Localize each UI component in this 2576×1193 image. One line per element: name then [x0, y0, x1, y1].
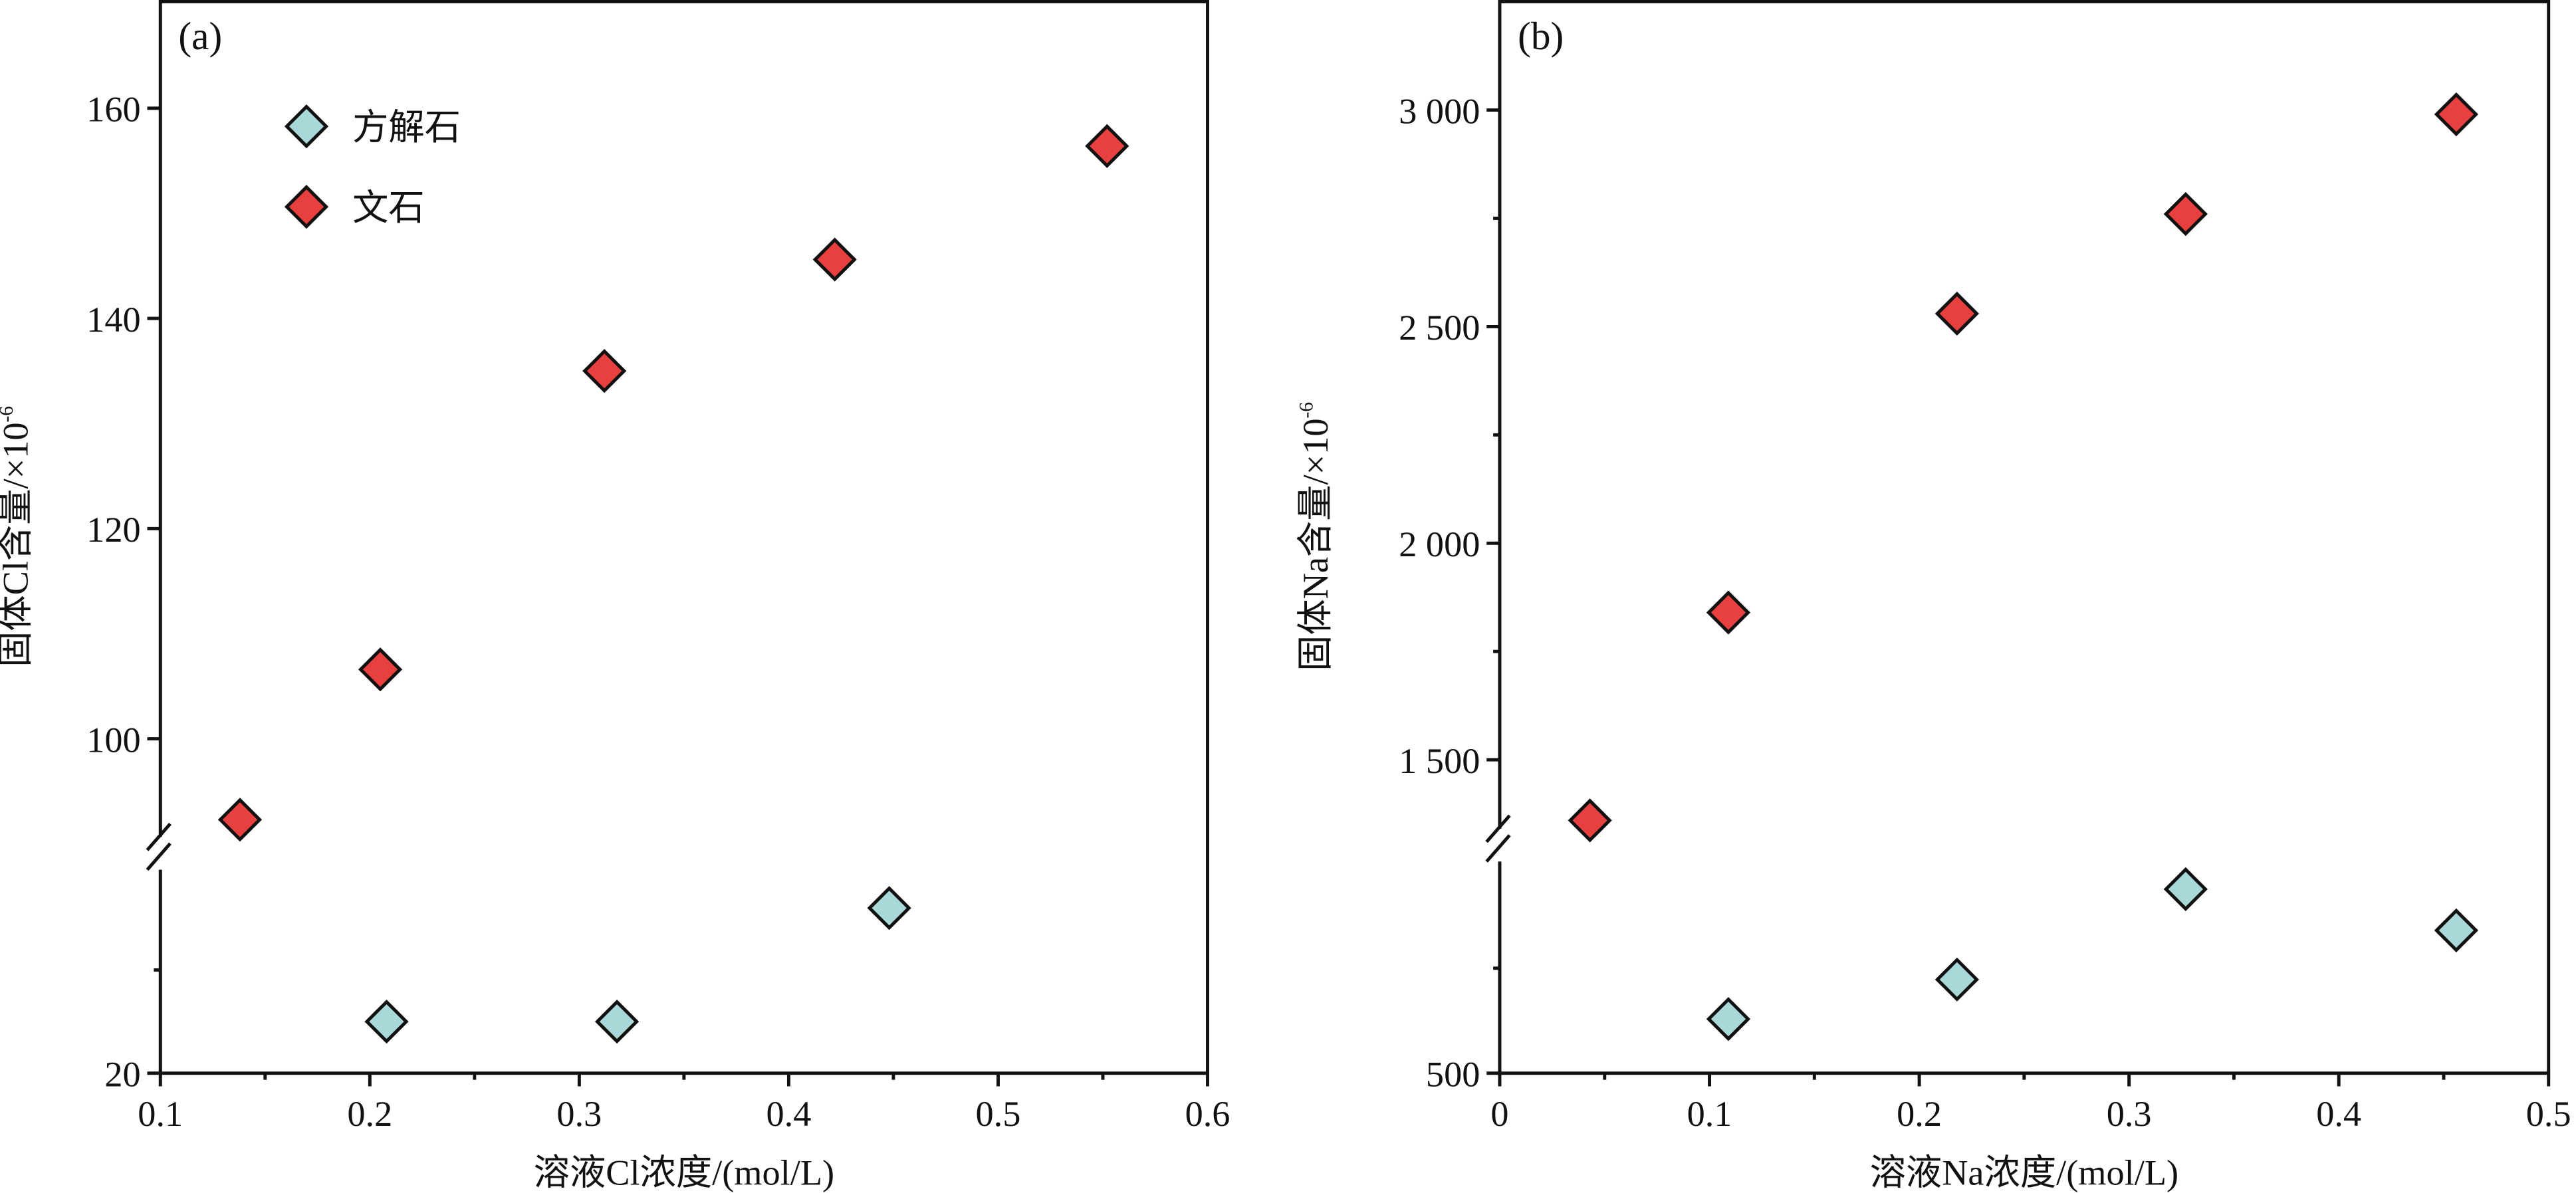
x-tick-label: 0.5 [2526, 1094, 2571, 1134]
data-point [867, 886, 911, 930]
x-axis-label: 溶液Cl浓度/(mol/L) [534, 1153, 834, 1193]
y-axis-label: 固体Na含量/×10-6 [1296, 402, 1336, 671]
y-axis-label-text: 固体Na含量/×10 [1296, 418, 1336, 671]
panel-label: (b) [1518, 14, 1564, 58]
axis-break-mark [146, 842, 172, 871]
y-tick-label: 160 [86, 90, 140, 130]
y-tick-label: 500 [1426, 1055, 1480, 1095]
data-point [358, 647, 403, 692]
data-point [364, 999, 409, 1044]
data-point [582, 349, 627, 393]
data-point [1568, 798, 1612, 843]
x-tick-label: 0.5 [976, 1094, 1021, 1134]
series-aragonite [1568, 92, 2479, 843]
legend-label: 方解石 [352, 108, 461, 148]
legend-marker [284, 104, 329, 149]
y-tick-label: 2 000 [1399, 524, 1480, 564]
data-point [1934, 291, 1980, 336]
y-tick-label: 1 500 [1399, 741, 1480, 781]
axis-break-mark [1485, 834, 1511, 863]
x-tick-label: 0.1 [1687, 1094, 1732, 1134]
data-point [594, 999, 640, 1044]
panel-b: 0 0.1 0.2 0.3 0.4 0.5 500 1 500 2 000 2 500 3 000 (… [1296, 0, 2571, 1193]
series-calcite [364, 886, 911, 1044]
data-point [1706, 997, 1751, 1041]
x-tick-label: 0.3 [556, 1094, 602, 1134]
data-point [2163, 191, 2208, 237]
x-tick-label: 0.6 [1185, 1094, 1230, 1134]
x-tick-label: 0.2 [347, 1094, 392, 1134]
x-tick-label: 0.4 [2316, 1094, 2361, 1134]
x-tick-label: 0.3 [2107, 1094, 2152, 1134]
y-tick-label: 140 [86, 300, 140, 340]
y-tick-label: 120 [86, 510, 140, 550]
data-point [217, 798, 263, 842]
data-point [2163, 867, 2208, 912]
data-point [812, 237, 857, 282]
y-tick-label: 100 [86, 720, 140, 760]
data-point [2434, 92, 2479, 137]
y-axis-label-superscript: -6 [1296, 402, 1318, 419]
y-tick-label: 20 [104, 1055, 140, 1095]
plot-frame [1498, 0, 2551, 1075]
series-calcite [1706, 867, 2479, 1041]
panel-label: (a) [178, 14, 222, 58]
y-tick-label: 2 500 [1399, 308, 1480, 348]
legend-marker [284, 184, 329, 229]
y-axis-label-text: 固体Cl含量/×10 [0, 422, 35, 667]
data-point [1085, 124, 1129, 168]
axis-break-mark [146, 822, 172, 851]
data-point [2434, 908, 2479, 952]
x-tick-label: 0.2 [1897, 1094, 1942, 1134]
data-point [1934, 957, 1980, 1002]
panel-a: 0.1 0.2 0.3 0.4 0.5 0.6 20 100 120 140 160 (a) 溶液Cl浓… [0, 0, 1230, 1193]
plot-frame [158, 0, 1209, 1075]
x-axis-label: 溶液Na浓度/(mol/L) [1870, 1153, 2178, 1193]
x-tick-label: 0 [1490, 1094, 1508, 1134]
x-tick-label: 0.4 [766, 1094, 811, 1134]
legend-label: 文石 [352, 188, 425, 228]
x-tick-label: 0.1 [138, 1094, 183, 1134]
y-tick-label: 3 000 [1399, 91, 1480, 131]
y-axis-label: 固体Cl含量/×10-6 [0, 406, 35, 667]
series-aragonite [217, 124, 1129, 842]
data-point [1706, 590, 1751, 635]
y-axis-label-superscript: -6 [0, 406, 17, 423]
axis-break-mark [1485, 814, 1511, 843]
